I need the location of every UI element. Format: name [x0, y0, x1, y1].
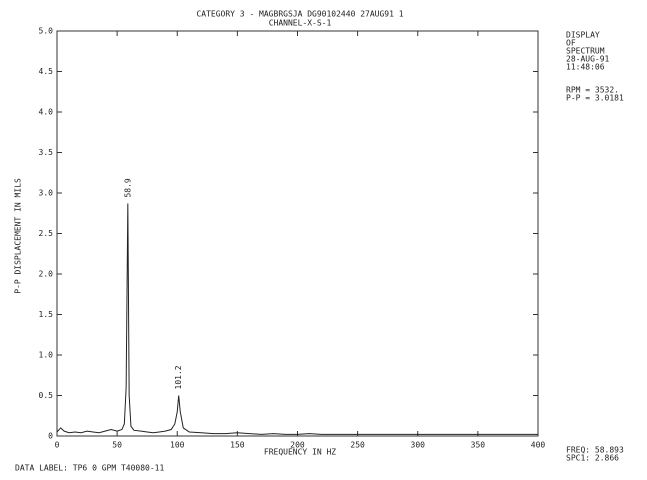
side-note: DISPLAY: [566, 31, 600, 40]
y-tick-label: 2.0: [39, 270, 54, 279]
chart-title: CATEGORY 3 - MAGBRGSJA DG90102440 27AUG9…: [196, 10, 403, 19]
y-tick-label: 3.0: [39, 189, 54, 198]
chart-subtitle: CHANNEL-X-S-1: [269, 19, 332, 28]
x-tick-label: 100: [170, 441, 185, 450]
x-tick-label: 300: [411, 441, 426, 450]
x-tick-label: 400: [531, 441, 546, 450]
side-note: OF: [566, 39, 576, 48]
y-tick-label: 0.5: [39, 391, 54, 400]
y-tick-label: 2.5: [39, 229, 54, 238]
y-tick-label: 4.0: [39, 108, 54, 117]
y-tick-label: 1.0: [39, 351, 54, 360]
y-axis-label: P-P DISPLACEMENT IN MILS: [14, 178, 23, 294]
side-note: SPECTRUM: [566, 47, 605, 56]
x-tick-label: 250: [350, 441, 365, 450]
x-tick-label: 150: [230, 441, 245, 450]
spectrum-line: [56, 203, 538, 435]
x-axis-label: FREQUENCY IN HZ: [264, 448, 336, 457]
x-tick-label: 350: [471, 441, 486, 450]
peak-label: 58.9: [123, 178, 132, 197]
side-value: RPM = 3532.: [566, 86, 619, 95]
data-label: DATA LABEL: TP6 0 GPM T40080-11: [15, 464, 164, 473]
x-tick-label: 200: [290, 441, 305, 450]
side-value: P-P = 3.0181: [566, 94, 624, 103]
y-tick-label: 5.0: [39, 27, 54, 36]
y-tick-label: 4.5: [39, 67, 54, 76]
side-note: 11:48:06: [566, 63, 605, 72]
cursor-note: FREQ: 58.893: [566, 446, 624, 455]
x-tick-label: 50: [112, 441, 122, 450]
peak-label: 101.2: [174, 365, 183, 389]
y-tick-label: 0: [48, 432, 53, 441]
x-tick-label: 0: [55, 441, 60, 450]
side-note: 28-AUG-91: [566, 55, 610, 64]
y-tick-label: 3.5: [39, 148, 54, 157]
y-tick-label: 1.5: [39, 310, 54, 319]
cursor-note: SPC1: 2.866: [566, 454, 619, 463]
